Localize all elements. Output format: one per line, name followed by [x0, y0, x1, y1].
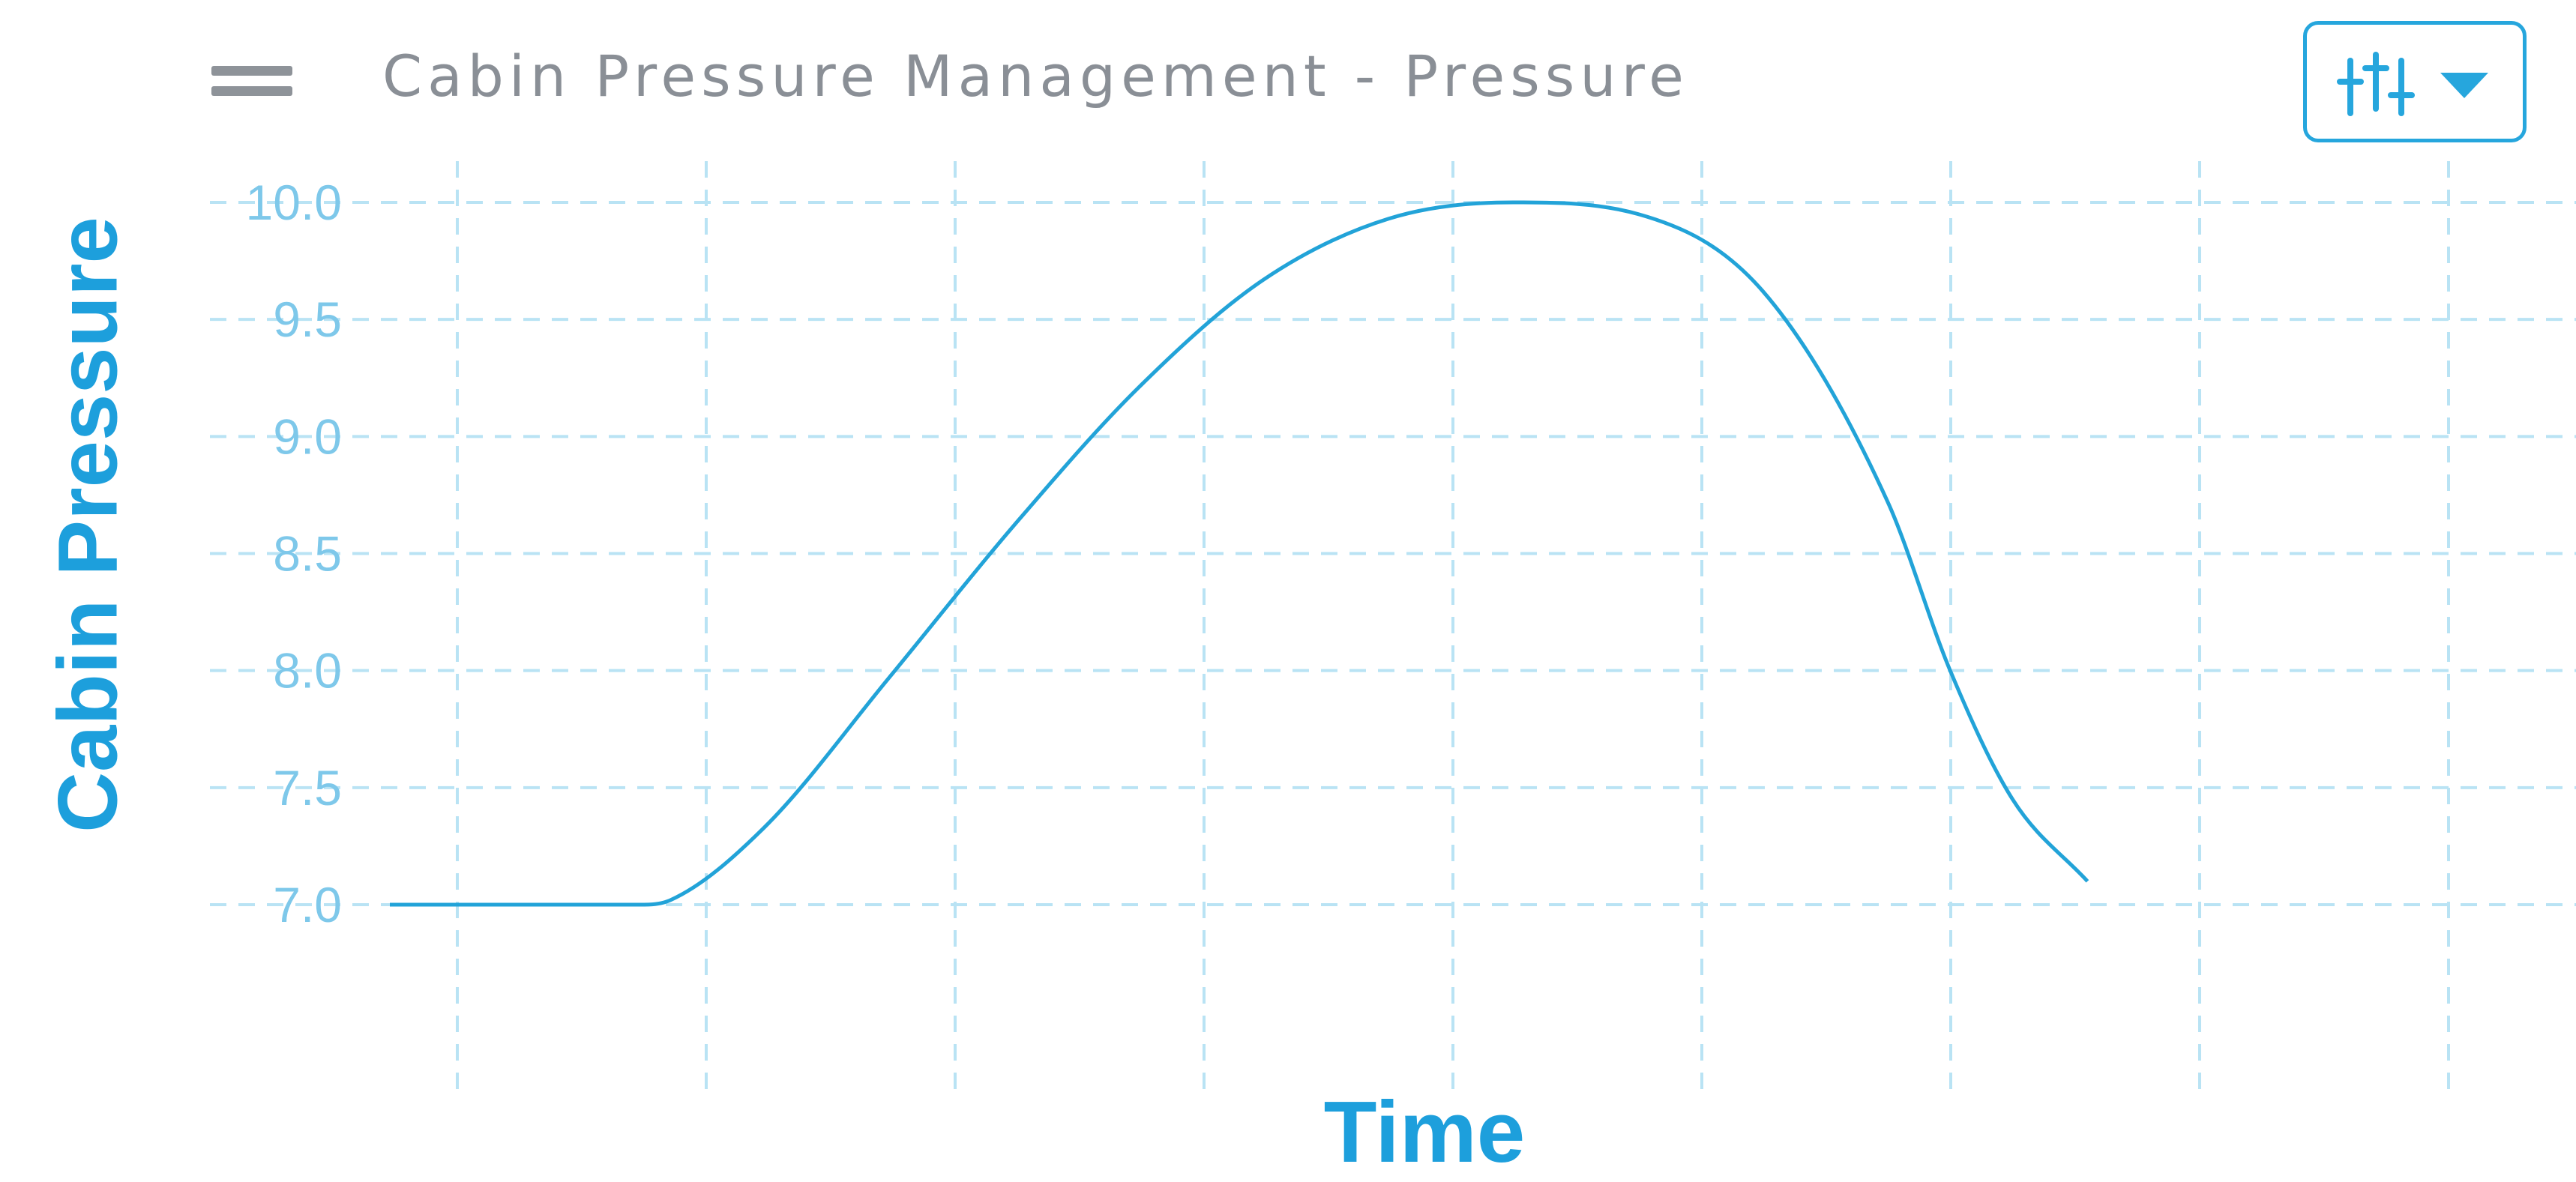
y-tick-label: 10.0 [246, 175, 342, 230]
y-tick-label: 9.5 [273, 292, 342, 347]
caret-down-icon [2440, 73, 2488, 98]
y-tick-label: 7.0 [273, 877, 342, 932]
chart-settings-button[interactable] [2303, 21, 2527, 142]
y-tick-label: 8.0 [273, 643, 342, 699]
x-gridlines [456, 161, 2450, 1094]
y-tick-labels: 10.0 9.5 9.0 8.5 8.0 7.5 7.0 [246, 175, 342, 932]
x-axis-title: Time [1324, 1083, 1526, 1181]
pressure-series-line [390, 200, 2089, 907]
hamburger-menu-icon[interactable] [211, 61, 292, 100]
sliders-icon [2337, 52, 2415, 116]
y-gridlines [210, 201, 2576, 906]
y-tick-label: 8.5 [273, 526, 342, 582]
y-tick-label: 9.0 [273, 408, 342, 464]
panel-title: Cabin Pressure Management - Pressure [382, 43, 1689, 109]
y-axis-title: Cabin Pressure [41, 217, 135, 833]
panel-header: Cabin Pressure Management - Pressure [0, 0, 2576, 150]
y-tick-label: 7.5 [273, 760, 342, 815]
